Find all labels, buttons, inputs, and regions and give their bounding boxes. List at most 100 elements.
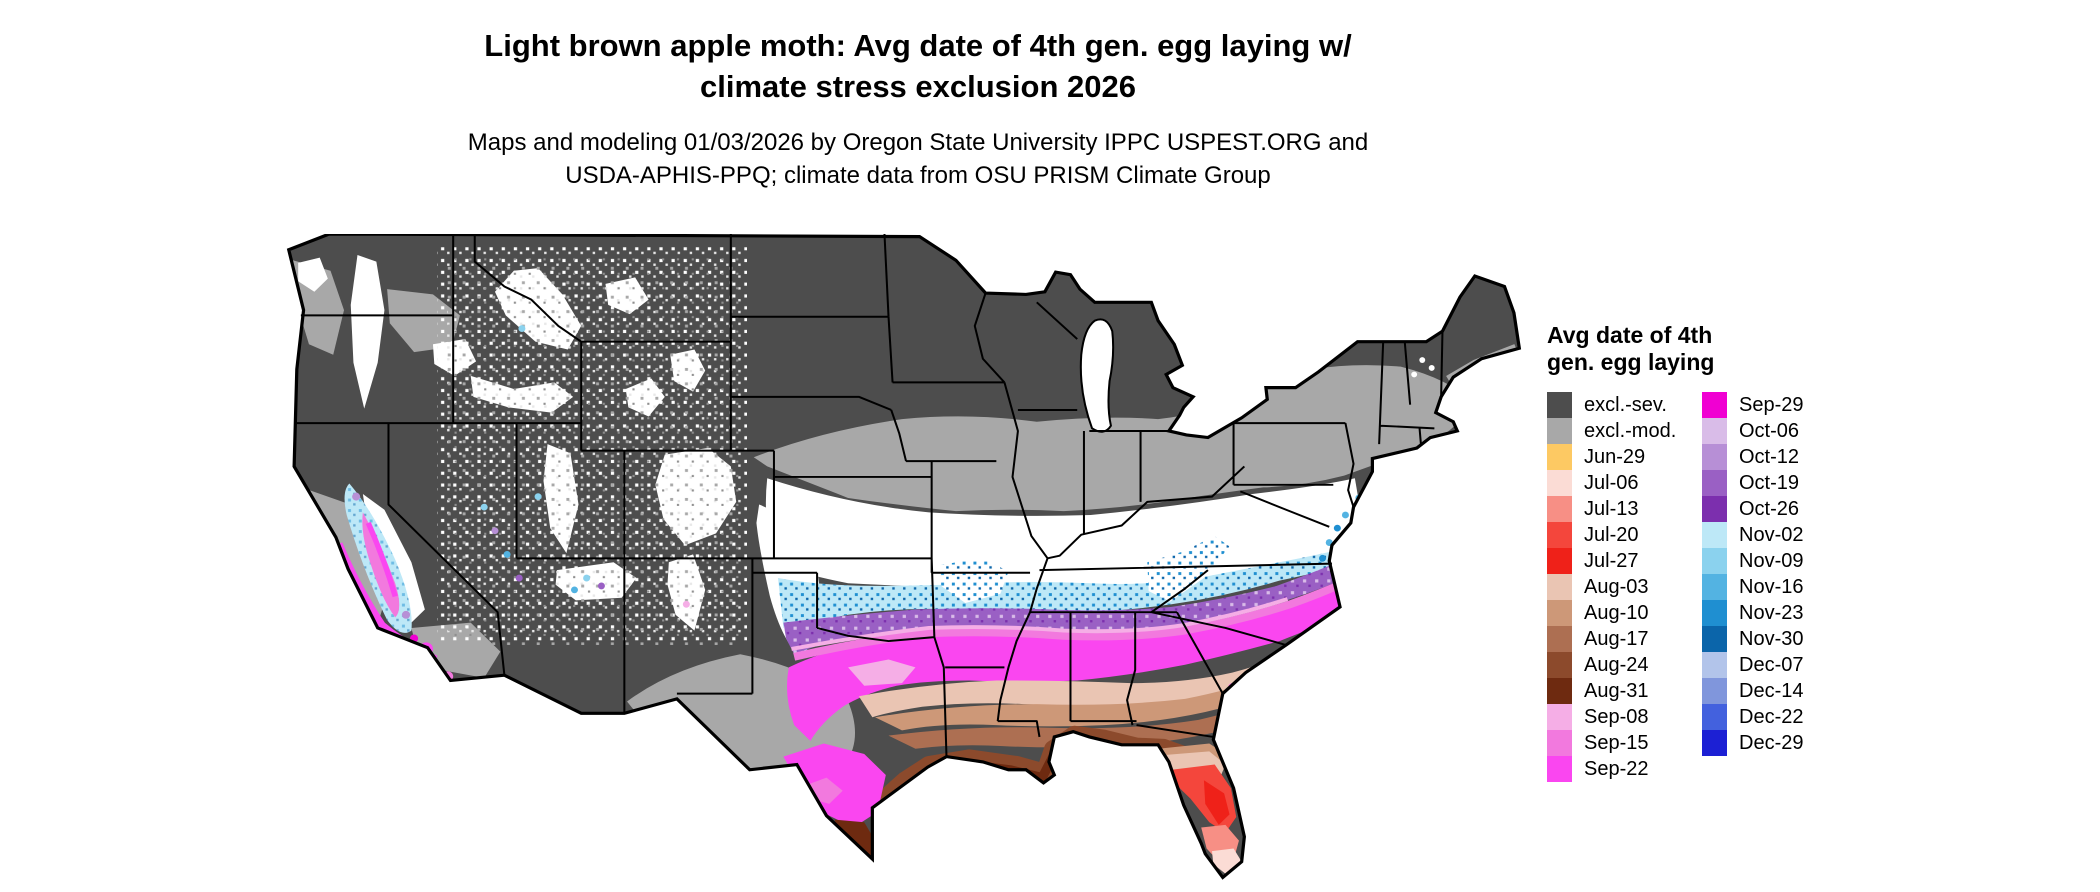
legend-swatch <box>1547 548 1572 575</box>
legend-label: Oct-19 <box>1739 471 1800 494</box>
september-band <box>786 577 1372 741</box>
legend-swatch <box>1547 652 1572 679</box>
legend-swatch <box>1702 444 1727 471</box>
legend-swatch <box>1547 704 1572 731</box>
legend-label: excl.-sev. <box>1584 393 1667 416</box>
legend-label: Aug-17 <box>1584 627 1649 650</box>
legend-label: Nov-23 <box>1739 601 1804 624</box>
legend-label: Oct-12 <box>1739 445 1800 468</box>
legend-label: Jul-06 <box>1584 471 1639 494</box>
legend-item: Nov-02 <box>1702 522 1857 549</box>
legend-label: Dec-07 <box>1739 653 1804 676</box>
legend-swatch <box>1547 392 1572 419</box>
legend-item: Oct-26 <box>1702 496 1857 523</box>
legend-label: Dec-14 <box>1739 679 1804 702</box>
legend-swatch <box>1702 418 1727 445</box>
legend-swatch <box>1547 418 1572 445</box>
legend-item: Oct-12 <box>1702 444 1857 471</box>
legend-label: Nov-02 <box>1739 523 1804 546</box>
legend-item: Aug-17 <box>1547 626 1702 653</box>
legend-item: excl.-sev. <box>1547 392 1702 419</box>
legend-item: Nov-09 <box>1702 548 1857 575</box>
legend-label: Jun-29 <box>1584 445 1646 468</box>
state-borders <box>295 234 1444 757</box>
legend-label: Sep-08 <box>1584 705 1649 728</box>
legend-swatch <box>1702 574 1727 601</box>
california-regions <box>334 483 454 682</box>
legend-swatch <box>1702 600 1727 627</box>
legend-swatch <box>1547 626 1572 653</box>
mountain-speckle <box>437 247 747 646</box>
us-map-svg <box>287 234 1521 880</box>
legend-label: Aug-03 <box>1584 575 1649 598</box>
legend-title-line-1: Avg date of 4th <box>1547 322 1713 348</box>
legend-item: Sep-29 <box>1702 392 1857 419</box>
legend-swatch <box>1702 626 1727 653</box>
legend-swatch <box>1702 470 1727 497</box>
legend-label: Oct-06 <box>1739 419 1800 442</box>
legend-item: Dec-22 <box>1702 704 1857 731</box>
highland-pockets <box>939 536 1230 603</box>
florida-regions <box>1085 740 1242 878</box>
legend-item: Aug-24 <box>1547 652 1702 679</box>
legend-swatch <box>1547 470 1572 497</box>
subtitle-line-2: USDA-APHIS-PPQ; climate data from OSU PR… <box>565 162 1271 190</box>
legend-label: excl.-mod. <box>1584 419 1677 442</box>
legend-item: Jul-20 <box>1547 522 1702 549</box>
legend-item: Aug-03 <box>1547 574 1702 601</box>
texas-south-regions <box>783 743 886 857</box>
legend-label: Aug-31 <box>1584 679 1649 702</box>
legend-item: Nov-23 <box>1702 600 1857 627</box>
august-bands <box>858 646 1312 749</box>
legend-label: Jul-27 <box>1584 549 1639 572</box>
legend-label: Aug-24 <box>1584 653 1649 676</box>
legend-label: Aug-10 <box>1584 601 1649 624</box>
legend-swatch <box>1547 522 1572 549</box>
legend-label: Sep-22 <box>1584 757 1649 780</box>
legend-swatch <box>1702 548 1727 575</box>
legend-item: Jun-29 <box>1547 444 1702 471</box>
legend-label: Jul-13 <box>1584 497 1639 520</box>
page-header: Light brown apple moth: Avg date of 4th … <box>0 26 1836 193</box>
legend-swatch <box>1702 730 1727 757</box>
legend-swatch <box>1702 392 1727 419</box>
legend-item: Dec-29 <box>1702 730 1857 757</box>
legend-label: Sep-29 <box>1739 393 1804 416</box>
subtitle-line-1: Maps and modeling 01/03/2026 by Oregon S… <box>467 128 1369 156</box>
legend-title-line-2: gen. egg laying <box>1547 349 1715 376</box>
title-line-2: climate stress exclusion 2026 <box>700 68 1136 104</box>
legend-swatch <box>1702 652 1727 679</box>
page-subtitle: Maps and modeling 01/03/2026 by Oregon S… <box>0 126 1836 193</box>
legend-item: Dec-07 <box>1702 652 1857 679</box>
legend-swatch <box>1547 730 1572 757</box>
legend-label: Jul-20 <box>1584 523 1639 546</box>
us-map <box>282 234 1522 884</box>
legend-label: Nov-09 <box>1739 549 1804 572</box>
legend-label: Nov-16 <box>1739 575 1804 598</box>
legend-label: Dec-22 <box>1739 705 1804 728</box>
legend-item: Dec-14 <box>1702 678 1857 705</box>
legend-columns: excl.-sev. excl.-mod. Jun-29 Jul-06 Jul-13 Ju… <box>1547 392 1857 783</box>
legend-swatch <box>1702 496 1727 523</box>
legend-title: Avg date of 4th gen. egg laying <box>1547 322 1857 376</box>
legend-item: Nov-30 <box>1702 626 1857 653</box>
legend-item: Nov-16 <box>1702 574 1857 601</box>
legend-column1: excl.-sev. excl.-mod. Jun-29 Jul-06 Jul-13 Ju… <box>1547 392 1702 783</box>
legend-item: Sep-22 <box>1547 756 1702 783</box>
legend-swatch <box>1547 444 1572 471</box>
map-legend: Avg date of 4th gen. egg laying excl.-se… <box>1547 322 1857 783</box>
october-band <box>783 559 1353 655</box>
legend-item: Jul-13 <box>1547 496 1702 523</box>
title-line-1: Light brown apple moth: Avg date of 4th … <box>484 28 1352 63</box>
legend-swatch <box>1547 678 1572 705</box>
lake-michigan <box>1079 318 1115 433</box>
legend-item: Sep-08 <box>1547 704 1702 731</box>
legend-swatch <box>1702 704 1727 731</box>
legend-item: Oct-06 <box>1702 418 1857 445</box>
legend-item: Oct-19 <box>1702 470 1857 497</box>
legend-swatch <box>1547 574 1572 601</box>
legend-swatch <box>1547 600 1572 627</box>
legend-label: Oct-26 <box>1739 497 1800 520</box>
legend-swatch <box>1547 496 1572 523</box>
legend-swatch <box>1702 678 1727 705</box>
